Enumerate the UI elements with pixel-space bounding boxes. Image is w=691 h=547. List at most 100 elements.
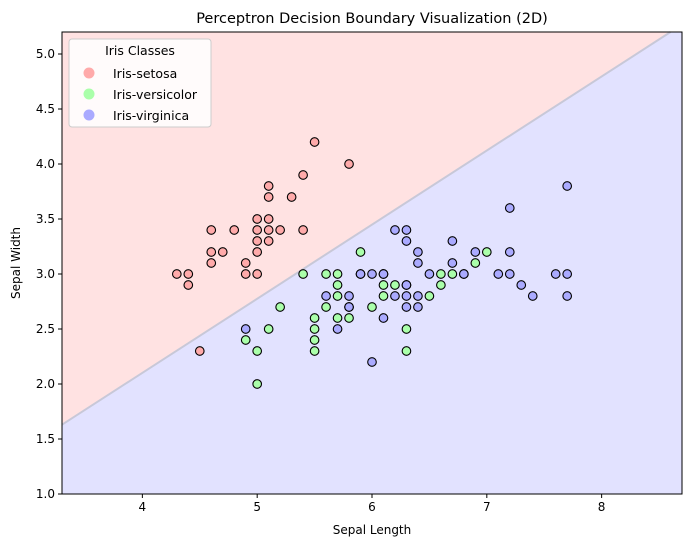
point-iris-virginica	[413, 291, 423, 301]
point-iris-versicolor	[309, 335, 320, 345]
boundary-line	[61, 31, 672, 426]
point-iris-versicolor	[309, 324, 320, 334]
point-iris-virginica	[504, 203, 515, 213]
point-iris-versicolor	[263, 324, 274, 334]
point-iris-setosa	[206, 247, 217, 257]
point-iris-virginica	[390, 225, 400, 235]
point-iris-setosa	[206, 258, 217, 268]
point-iris-virginica	[459, 269, 469, 279]
point-iris-virginica	[344, 302, 354, 312]
axes: 4 5 6 7 8 1.0 1.5 2.0 2.5 3.0 3.5 4.0 4.5 5.0	[36, 31, 683, 514]
point-iris-versicolor	[436, 280, 446, 290]
y-tick-label: 2.5	[36, 322, 55, 336]
legend-marker-iris-versicolor	[83, 88, 95, 100]
point-iris-versicolor	[332, 313, 343, 323]
point-iris-virginica	[332, 324, 343, 334]
point-iris-versicolor	[344, 313, 354, 323]
chart-title: Perceptron Decision Boundary Visualizati…	[196, 11, 548, 27]
point-iris-setosa	[240, 269, 251, 279]
point-iris-versicolor	[309, 313, 320, 323]
point-iris-setosa	[240, 258, 251, 268]
legend-marker-iris-virginica	[83, 109, 95, 121]
point-iris-setosa	[252, 269, 263, 279]
point-iris-versicolor	[332, 269, 343, 279]
point-iris-setosa	[252, 225, 263, 235]
point-iris-virginica	[413, 302, 423, 312]
x-tick-label: 7	[483, 500, 491, 514]
point-iris-virginica	[424, 269, 435, 279]
x-tick-label: 4	[139, 500, 147, 514]
point-iris-virginica	[401, 302, 412, 312]
point-iris-versicolor	[309, 346, 320, 356]
point-iris-virginica	[504, 269, 515, 279]
point-iris-virginica	[504, 247, 515, 257]
point-iris-virginica	[378, 269, 389, 279]
point-iris-virginica	[447, 236, 458, 246]
point-iris-versicolor	[298, 269, 308, 279]
point-iris-versicolor	[321, 302, 331, 312]
legend-label-iris-virginica: Iris-virginica	[113, 108, 189, 123]
y-axis-label: Sepal Width	[9, 227, 23, 299]
y-tick-label: 4.0	[36, 157, 55, 171]
point-iris-setosa	[263, 192, 274, 202]
y-tick-label: 5.0	[36, 47, 55, 61]
point-iris-versicolor	[252, 379, 263, 389]
point-iris-versicolor	[401, 324, 412, 334]
point-iris-virginica	[367, 269, 377, 279]
y-tick-label: 1.5	[36, 432, 55, 446]
point-iris-virginica	[355, 269, 366, 279]
point-iris-versicolor	[332, 291, 343, 301]
point-iris-virginica	[367, 357, 377, 367]
point-iris-setosa	[183, 269, 194, 279]
point-iris-virginica	[562, 291, 573, 301]
y-tick-label: 3.5	[36, 212, 55, 226]
point-iris-setosa	[263, 236, 274, 246]
point-iris-versicolor	[424, 291, 435, 301]
point-iris-versicolor	[378, 291, 389, 301]
legend-box	[68, 38, 212, 128]
x-tick-label: 6	[368, 500, 376, 514]
point-iris-setosa	[263, 181, 274, 191]
point-iris-virginica	[321, 291, 331, 301]
y-tick-label: 2.0	[36, 377, 55, 391]
point-iris-virginica	[516, 280, 527, 290]
point-iris-setosa	[286, 192, 297, 202]
point-iris-setosa	[194, 346, 205, 356]
y-tick-label: 1.0	[36, 487, 55, 501]
y-tick-label: 3.0	[36, 267, 55, 281]
y-tick-label: 4.5	[36, 102, 55, 116]
point-iris-versicolor	[390, 280, 400, 290]
point-iris-virginica	[562, 269, 573, 279]
point-iris-virginica	[390, 291, 400, 301]
point-iris-virginica	[413, 247, 423, 257]
point-iris-setosa	[298, 170, 308, 180]
point-iris-virginica	[378, 313, 389, 323]
point-iris-virginica	[493, 269, 504, 279]
legend-label-iris-versicolor: Iris-versicolor	[113, 87, 198, 102]
point-iris-versicolor	[332, 280, 343, 290]
point-iris-setosa	[206, 225, 217, 235]
point-iris-setosa	[171, 269, 182, 279]
legend-title: Iris Classes	[105, 43, 175, 58]
point-iris-versicolor	[367, 302, 377, 312]
legend-label-iris-setosa: Iris-setosa	[113, 66, 177, 81]
x-axis-label: Sepal Length	[333, 523, 412, 537]
point-iris-virginica	[447, 258, 458, 268]
point-iris-versicolor	[470, 258, 481, 268]
point-iris-versicolor	[481, 247, 492, 257]
x-tick-label: 8	[598, 500, 606, 514]
point-iris-virginica	[527, 291, 538, 301]
point-iris-setosa	[275, 225, 285, 235]
point-iris-setosa	[183, 280, 194, 290]
point-iris-virginica	[470, 247, 481, 257]
point-iris-setosa	[309, 137, 320, 147]
point-iris-setosa	[263, 225, 274, 235]
point-iris-versicolor	[401, 346, 412, 356]
legend-marker-iris-setosa	[83, 67, 95, 79]
point-iris-setosa	[263, 214, 274, 224]
point-iris-virginica	[413, 258, 423, 268]
point-iris-virginica	[401, 225, 412, 235]
point-iris-setosa	[344, 159, 354, 169]
point-iris-versicolor	[355, 247, 366, 257]
